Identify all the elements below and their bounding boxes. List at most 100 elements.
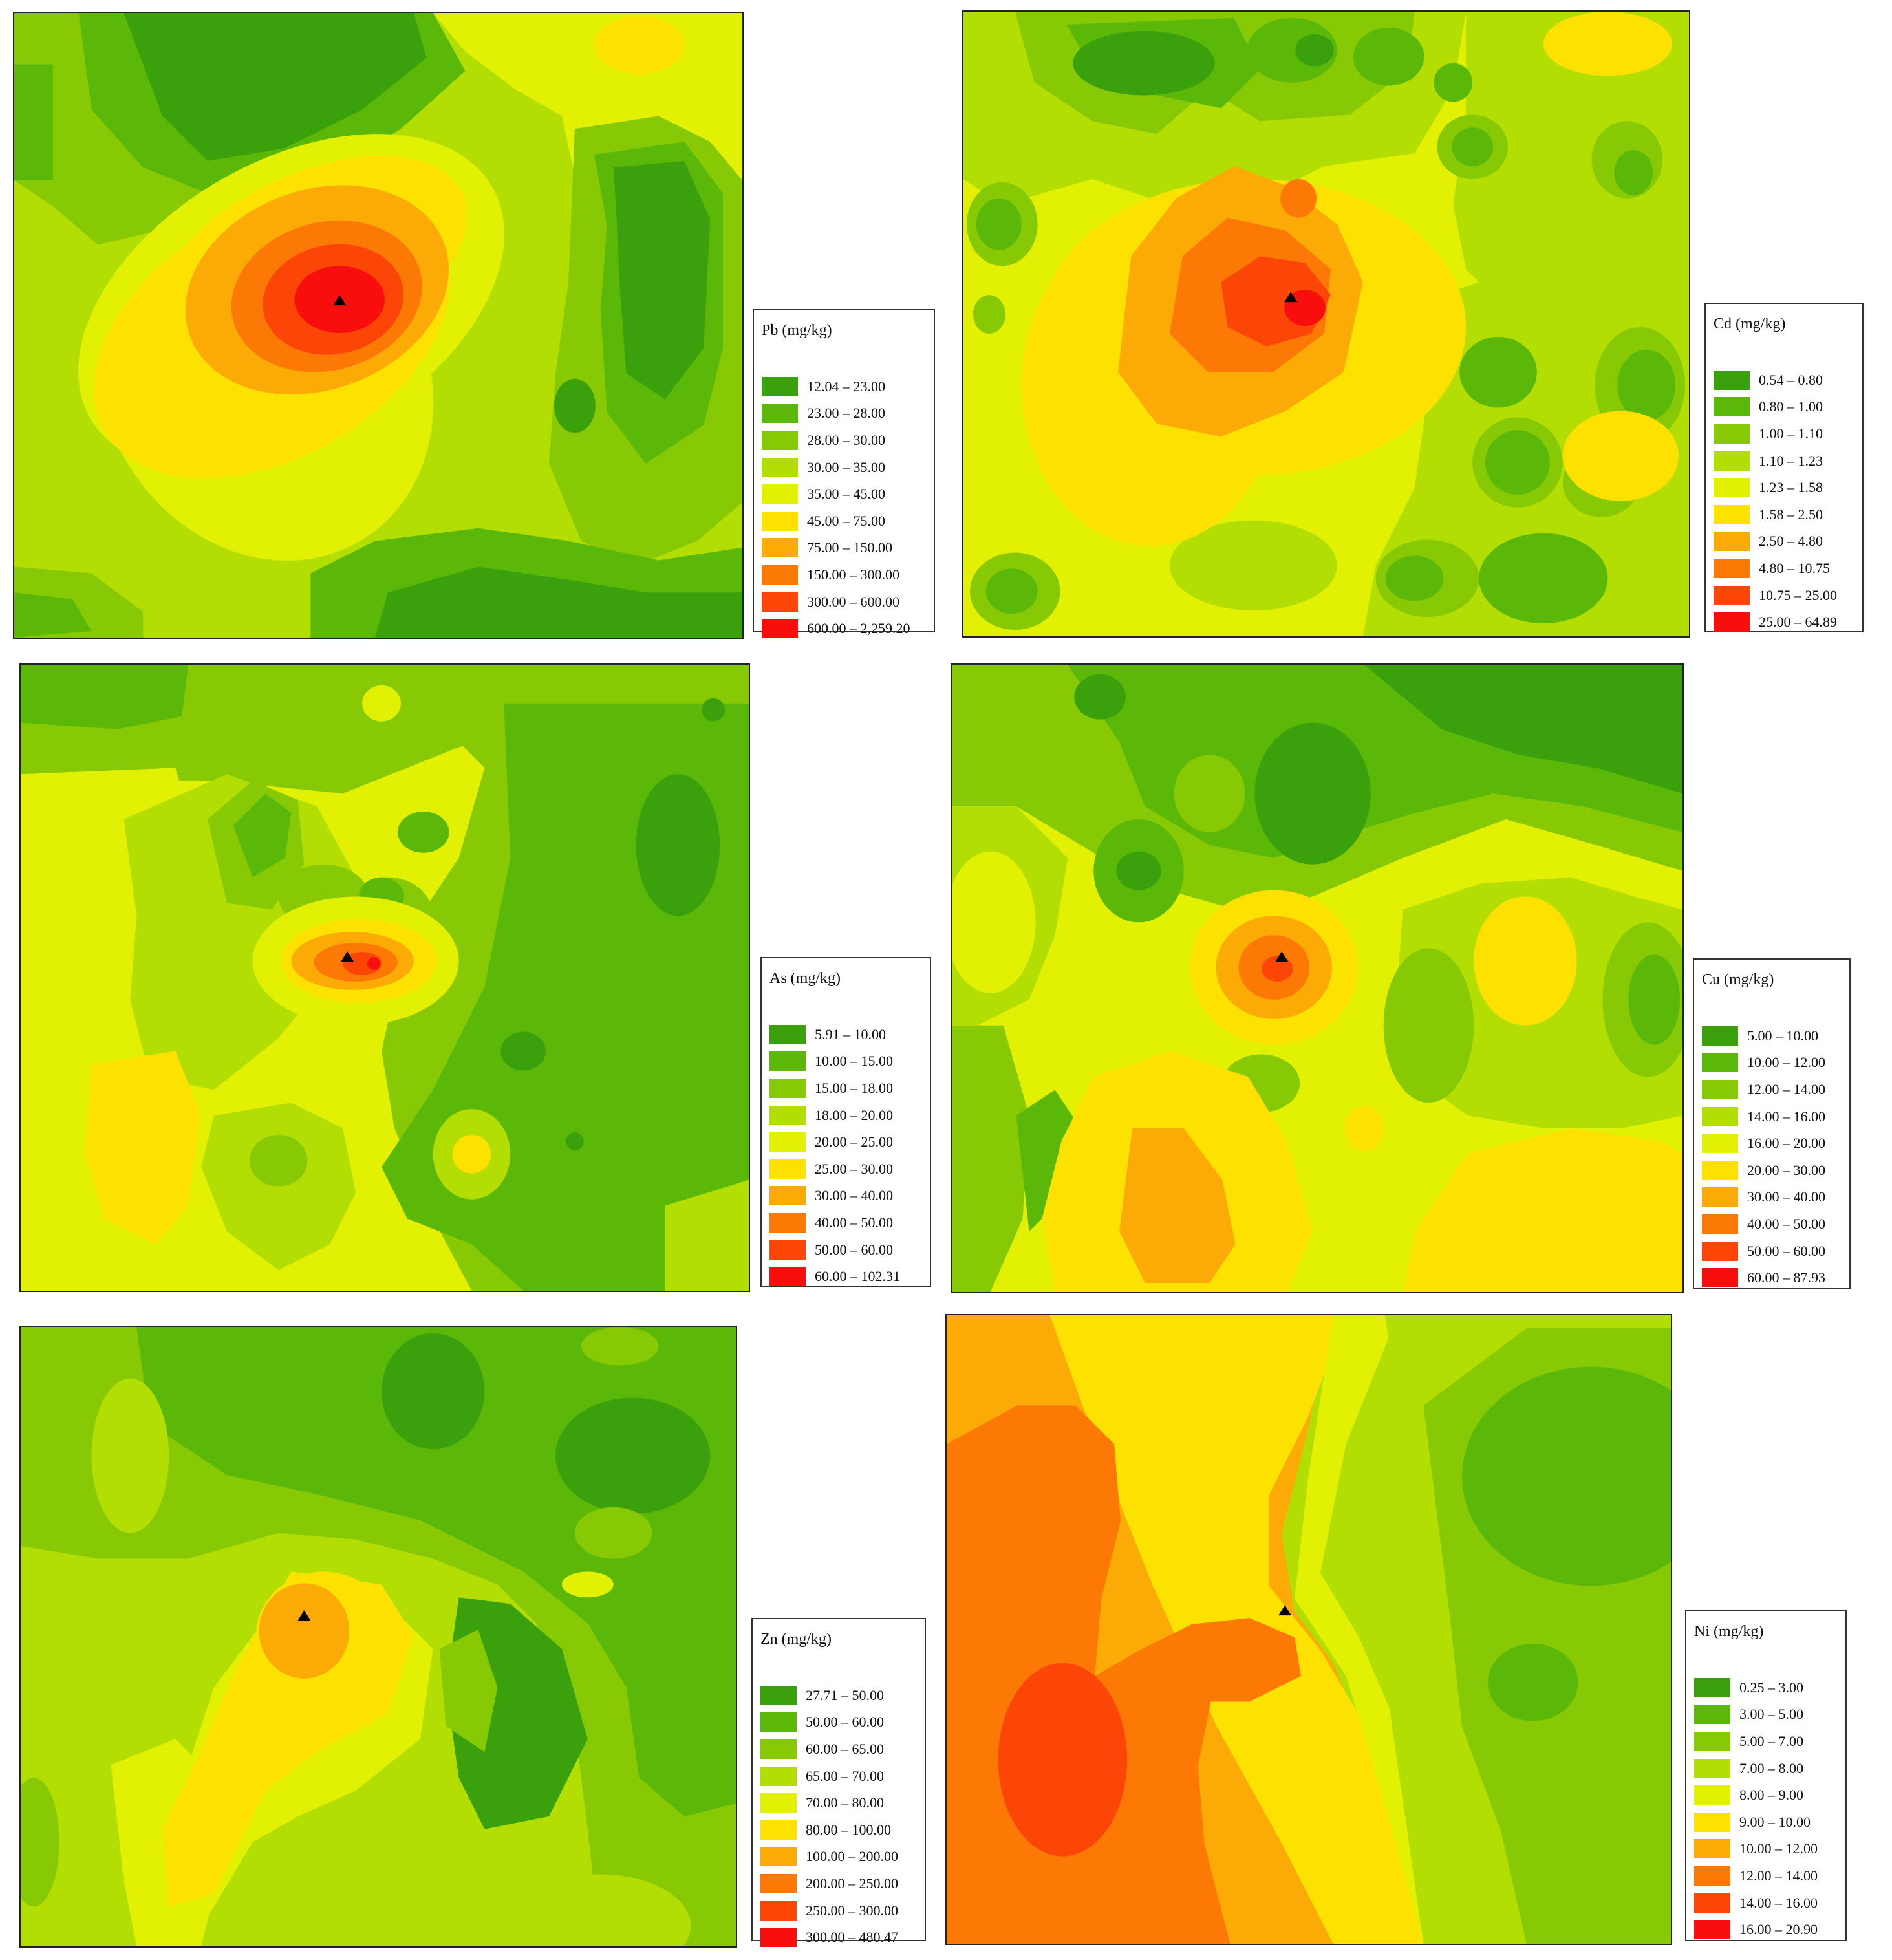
pb-legend-swatch [762,457,798,477]
ni-legend-range: 10.00 – 12.00 [1739,1840,1818,1857]
ni-legend-swatch [1694,1839,1730,1859]
ni-legend-row: 12.00 – 14.00 [1694,1862,1838,1890]
ni-legend: Ni (mg/kg) 0.25 – 3.00 3.00 – 5.00 5.00 – … [1685,1610,1847,1941]
as-legend-range: 10.00 – 15.00 [815,1053,893,1070]
as-legend-swatch [769,1051,806,1072]
cd-legend-row: 4.80 – 10.75 [1714,555,1854,582]
pb-legend-swatch [762,376,798,396]
ni-legend-swatch [1694,1677,1730,1697]
as-legend-swatch [769,1132,806,1152]
cu-legend-range: 40.00 – 50.00 [1747,1215,1825,1232]
zn-legend-swatch [760,1766,797,1786]
zn-legend-swatch [760,1847,797,1867]
zn-legend-range: 60.00 – 65.00 [806,1740,884,1757]
as-legend-row: 15.00 – 18.00 [769,1075,922,1102]
as-legend-row: 18.00 – 20.00 [769,1102,922,1129]
ni-legend-row: 10.00 – 12.00 [1694,1836,1838,1863]
cu-legend-swatch [1702,1214,1738,1234]
cd-legend-swatch [1714,585,1750,605]
cu-legend-range: 30.00 – 40.00 [1747,1189,1825,1205]
cd-legend-row: 1.00 – 1.10 [1714,420,1854,447]
cu-legend-row: 30.00 – 40.00 [1702,1184,1842,1211]
ni-legend-row: 9.00 – 10.00 [1694,1809,1838,1836]
cu-legend-range: 60.00 – 87.93 [1747,1269,1825,1286]
zn-legend-row: 80.00 – 100.00 [760,1816,917,1844]
zn-legend-range: 100.00 – 200.00 [806,1848,898,1865]
ni-legend-range: 5.00 – 7.00 [1739,1732,1803,1749]
ni-legend-swatch [1694,1705,1730,1725]
pb-legend-range: 23.00 – 28.00 [807,405,885,422]
cu-legend-range: 20.00 – 30.00 [1747,1161,1825,1178]
as-legend-swatch [769,1105,806,1125]
cd-legend-swatch [1714,558,1750,578]
cu-legend-swatch [1702,1160,1738,1180]
cd-legend-rows: 0.54 – 0.80 0.80 – 1.00 1.00 – 1.10 1.10 – … [1714,367,1854,636]
pb-legend-row: 45.00 – 75.00 [762,508,926,535]
pb-legend-swatch [762,484,798,504]
ni-map [945,1314,1672,1945]
ni-legend-row: 8.00 – 9.00 [1694,1782,1838,1809]
cu-surface [952,665,1682,1292]
cd-legend-swatch [1714,370,1750,390]
pb-legend-title: Pb (mg/kg) [762,322,832,339]
ni-legend-range: 3.00 – 5.00 [1739,1706,1803,1723]
as-legend-row: 5.91 – 10.00 [769,1021,922,1048]
cd-legend: Cd (mg/kg) 0.54 – 0.80 0.80 – 1.00 1.00 – … [1704,303,1864,632]
cu-legend-row: 5.00 – 10.00 [1702,1022,1842,1050]
as-legend-swatch [769,1267,806,1287]
cd-legend-range: 0.54 – 0.80 [1759,371,1823,388]
ni-legend-range: 14.00 – 16.00 [1739,1894,1818,1911]
cu-legend-swatch [1702,1134,1738,1154]
as-legend-swatch [769,1078,806,1098]
pb-legend-swatch [762,565,798,585]
cd-legend-range: 1.58 – 2.50 [1759,506,1823,522]
ni-legend-swatch [1694,1812,1730,1832]
cd-legend-row: 2.50 – 4.80 [1714,528,1854,555]
cu-legend-row: 20.00 – 30.00 [1702,1157,1842,1184]
pb-legend-swatch [762,430,798,450]
ni-surface [947,1315,1671,1944]
cd-legend-row: 1.23 – 1.58 [1714,474,1854,501]
as-legend-rows: 5.91 – 10.00 10.00 – 15.00 15.00 – 18.00 18… [769,1021,922,1290]
cd-legend-swatch [1714,424,1750,444]
pb-legend-swatch [762,538,798,558]
cd-surface [963,12,1689,636]
pb-legend-row: 150.00 – 300.00 [762,561,926,588]
zn-legend-swatch [760,1873,797,1893]
as-legend-range: 50.00 – 60.00 [815,1241,893,1258]
as-legend-swatch [769,1212,806,1233]
as-legend-range: 30.00 – 40.00 [815,1187,893,1204]
ni-legend-swatch [1694,1920,1730,1940]
as-sampling-triangle-icon [341,951,354,962]
cd-legend-swatch [1714,504,1750,524]
as-map [19,663,750,1292]
zn-legend-row: 300.00 – 480.47 [760,1924,917,1951]
zn-legend-range: 65.00 – 70.00 [806,1767,884,1784]
zn-legend-swatch [760,1739,797,1759]
cu-legend-swatch [1702,1268,1738,1288]
pb-legend-range: 12.04 – 23.00 [807,378,885,394]
as-legend-swatch [769,1240,806,1260]
as-surface [21,665,749,1291]
ni-legend-range: 7.00 – 8.00 [1739,1760,1803,1776]
ni-legend-row: 5.00 – 7.00 [1694,1728,1838,1755]
zn-legend-swatch [760,1712,797,1732]
cu-legend-row: 16.00 – 20.00 [1702,1130,1842,1157]
zn-legend-row: 27.71 – 50.00 [760,1682,917,1709]
ni-legend-row: 14.00 – 16.00 [1694,1890,1838,1917]
zn-legend-range: 200.00 – 250.00 [806,1875,898,1891]
pb-legend-swatch [762,592,798,612]
pb-legend-range: 35.00 – 45.00 [807,486,885,502]
zn-surface [21,1327,736,1946]
cd-legend-row: 25.00 – 64.89 [1714,608,1854,636]
as-legend-range: 60.00 – 102.31 [815,1268,900,1285]
pb-sampling-triangle-icon [333,295,347,306]
pb-legend-row: 30.00 – 35.00 [762,454,926,481]
as-legend-swatch [769,1024,806,1044]
as-legend-range: 18.00 – 20.00 [815,1106,893,1123]
cu-legend: Cu (mg/kg) 5.00 – 10.00 10.00 – 12.00 12.0… [1693,958,1851,1289]
pb-legend-range: 30.00 – 35.00 [807,458,885,475]
zn-legend-row: 200.00 – 250.00 [760,1870,917,1897]
as-legend-swatch [769,1159,806,1179]
cd-legend-swatch [1714,478,1750,498]
